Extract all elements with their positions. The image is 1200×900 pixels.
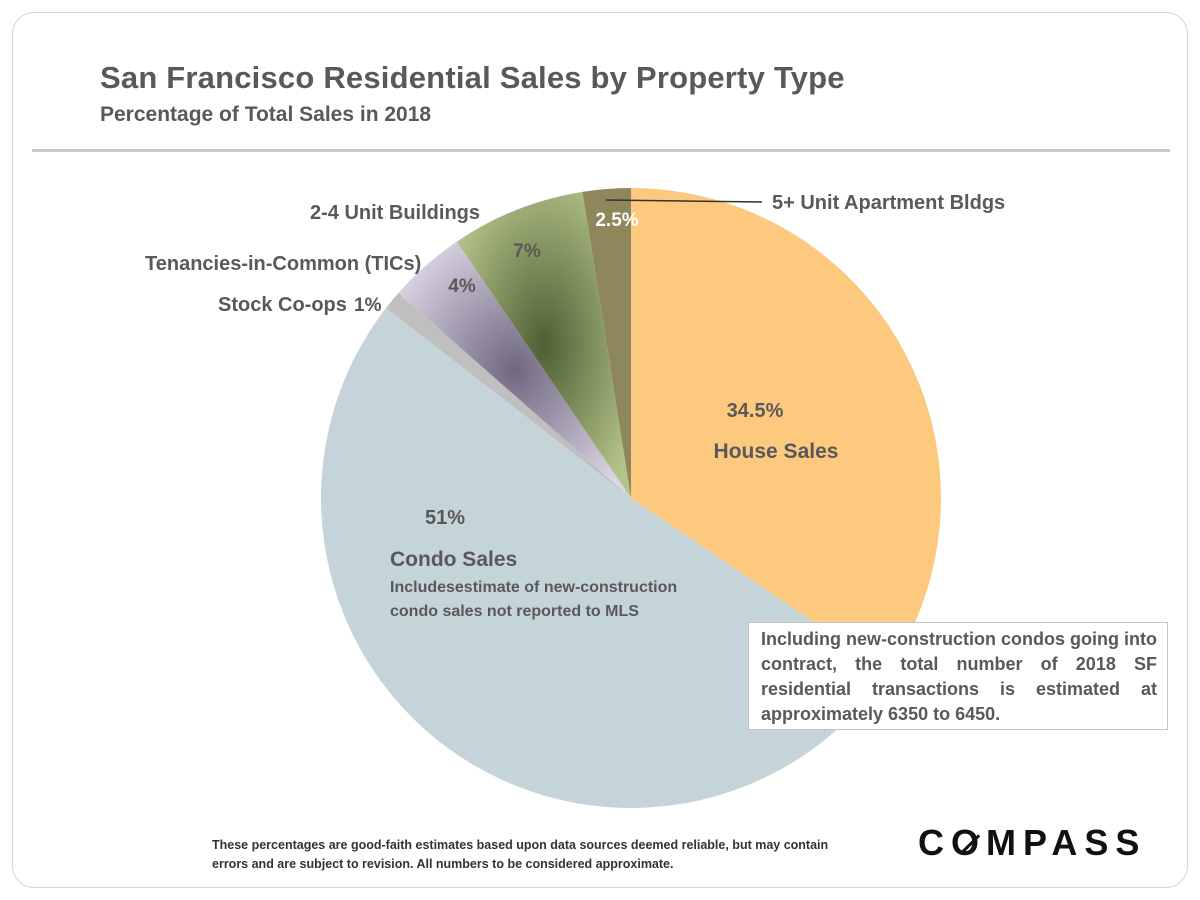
leader-line-5plus bbox=[605, 199, 763, 203]
category-label-condo-sales: Condo Sales bbox=[390, 548, 517, 571]
chart-subtitle: Percentage of Total Sales in 2018 bbox=[100, 103, 432, 126]
data-label-5plus-unit-apartment: 2.5% bbox=[595, 210, 638, 231]
condo-note-line-1: Includesestimate of new-construction bbox=[390, 579, 677, 596]
pie-slice-condo-sales bbox=[320, 307, 888, 809]
title-divider bbox=[32, 149, 1170, 152]
annotation-box: Including new-construction condos going … bbox=[748, 622, 1168, 730]
pie-slice-tenancies-in-common-tics bbox=[398, 241, 631, 498]
pie-slice-house-sales bbox=[631, 188, 941, 673]
condo-note-line-2: condo sales not reported to MLS bbox=[390, 603, 639, 620]
data-label-tics: 4% bbox=[448, 276, 476, 297]
compass-logo: COMPASS bbox=[918, 822, 1147, 863]
data-label-condo-sales: 51% bbox=[425, 507, 465, 529]
pie-slice-stock-co-ops bbox=[386, 292, 631, 498]
pie-slice-5-unit-apartment-bldgs bbox=[582, 188, 631, 498]
category-label-tics: Tenancies-in-Common (TICs) bbox=[145, 253, 421, 275]
category-label-stock-coops: Stock Co-ops bbox=[218, 294, 347, 316]
footnote-line-1: These percentages are good-faith estimat… bbox=[212, 838, 829, 852]
footnote: These percentages are good-faith estimat… bbox=[212, 836, 872, 874]
footnote-line-2: errors and are subject to revision. All … bbox=[212, 857, 674, 871]
chart-title: San Francisco Residential Sales by Prope… bbox=[100, 60, 845, 95]
pie-slice-2-4-unit-buildings bbox=[456, 191, 631, 498]
category-label-5plus-unit-apartment: 5+ Unit Apartment Bldgs bbox=[772, 192, 1005, 214]
category-label-house-sales: House Sales bbox=[714, 440, 839, 463]
data-label-2-4-unit-buildings: 7% bbox=[513, 241, 541, 262]
data-label-stock-coops: 1% bbox=[354, 295, 382, 316]
data-label-house-sales: 34.5% bbox=[727, 400, 784, 422]
category-label-2-4-unit-buildings: 2-4 Unit Buildings bbox=[310, 202, 480, 224]
